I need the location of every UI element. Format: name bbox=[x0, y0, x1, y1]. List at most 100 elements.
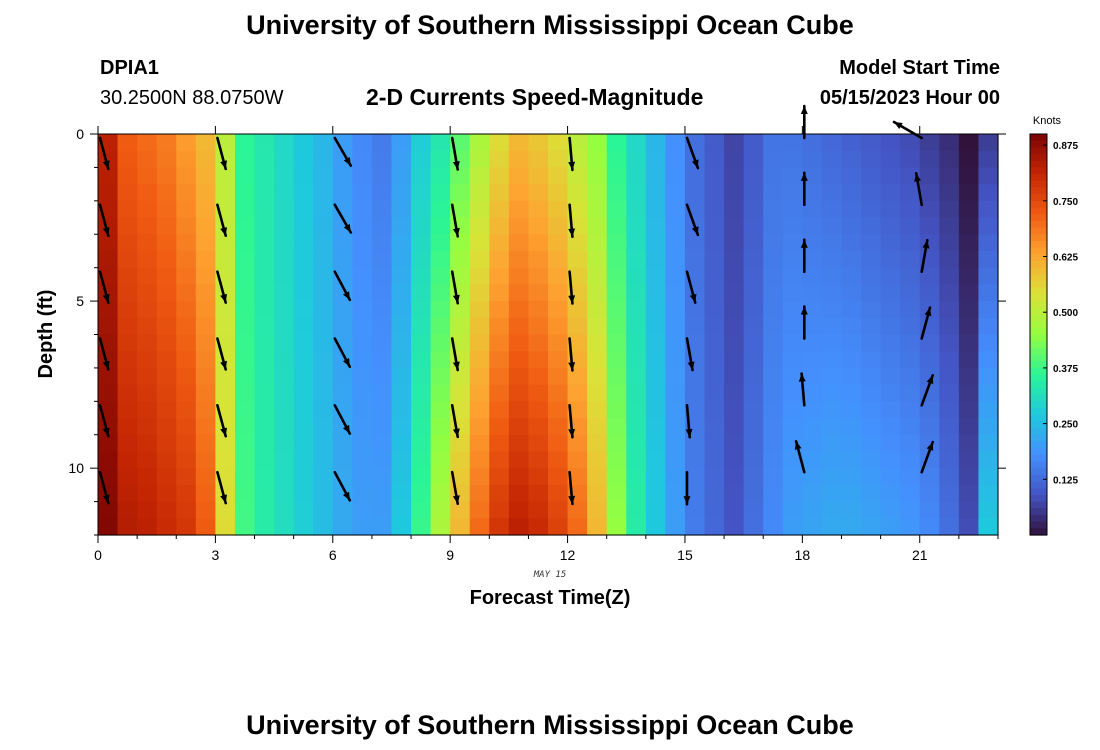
heatmap-cell bbox=[450, 134, 471, 152]
heatmap-cell bbox=[919, 468, 940, 486]
heatmap-cell bbox=[665, 334, 686, 352]
heatmap-cell bbox=[98, 434, 119, 453]
colorbar-segment bbox=[1030, 327, 1047, 336]
heatmap-cell bbox=[782, 317, 803, 336]
colorbar-segment bbox=[1030, 501, 1047, 509]
heatmap-cell bbox=[958, 284, 980, 302]
heatmap-cell bbox=[958, 401, 980, 419]
heatmap-cell bbox=[665, 367, 686, 386]
heatmap-cell bbox=[274, 284, 295, 302]
heatmap-cell bbox=[802, 250, 823, 269]
heatmap-cell bbox=[763, 468, 784, 486]
heatmap-cell bbox=[802, 284, 823, 302]
heatmap-cell bbox=[802, 367, 823, 386]
heatmap-cell bbox=[254, 217, 275, 235]
colorbar-title: Knots bbox=[1033, 115, 1062, 127]
heatmap-cell bbox=[137, 484, 158, 503]
heatmap-cell bbox=[195, 267, 216, 285]
heatmap-cell bbox=[724, 217, 745, 235]
heatmap-cell bbox=[567, 518, 588, 536]
heatmap-cell bbox=[352, 134, 373, 152]
heatmap-cell bbox=[645, 234, 666, 252]
heatmap-cell bbox=[293, 217, 314, 235]
colorbar-segment bbox=[1030, 194, 1047, 202]
heatmap-cell bbox=[880, 167, 901, 185]
heatmap-cell bbox=[98, 451, 119, 469]
heatmap-cell bbox=[137, 401, 158, 419]
heatmap-cell bbox=[587, 501, 608, 519]
model-start-value: 05/15/2023 Hour 00 bbox=[819, 87, 1000, 109]
heatmap-cell bbox=[176, 351, 197, 369]
heatmap-cell bbox=[626, 184, 647, 202]
heatmap-cell bbox=[293, 301, 314, 319]
heatmap-cell bbox=[254, 418, 275, 436]
heatmap-cell bbox=[684, 451, 706, 469]
heatmap-cell bbox=[939, 384, 960, 402]
heatmap-cell bbox=[606, 418, 627, 436]
heatmap-cell bbox=[645, 317, 666, 336]
heatmap-cell bbox=[254, 167, 275, 185]
heatmap-cell bbox=[626, 484, 647, 503]
heatmap-cell bbox=[567, 134, 588, 152]
x-tick-label: 12 bbox=[560, 547, 576, 563]
heatmap-cell bbox=[606, 234, 627, 252]
heatmap-cell bbox=[665, 418, 686, 436]
heatmap-cell bbox=[528, 484, 549, 503]
heatmap-cell bbox=[137, 367, 158, 386]
heatmap-cell bbox=[469, 267, 490, 285]
heatmap-cell bbox=[313, 301, 334, 319]
colorbar-segment bbox=[1030, 341, 1047, 349]
heatmap-cell bbox=[254, 367, 275, 386]
heatmap-cell bbox=[743, 367, 764, 386]
colorbar-segment bbox=[1030, 528, 1047, 536]
heatmap-cell bbox=[254, 234, 275, 252]
heatmap-cell bbox=[548, 150, 569, 169]
heatmap-cell bbox=[430, 167, 451, 185]
heatmap-cell bbox=[802, 501, 823, 519]
heatmap-cell bbox=[548, 301, 569, 319]
heatmap-cell bbox=[645, 518, 666, 536]
heatmap-cell bbox=[371, 401, 393, 419]
heatmap-cell bbox=[684, 384, 706, 402]
heatmap-cell bbox=[704, 501, 725, 519]
heatmap-cell bbox=[743, 267, 764, 285]
heatmap-cell bbox=[371, 501, 393, 519]
heatmap-cell bbox=[332, 317, 353, 336]
heatmap-cell bbox=[978, 301, 999, 319]
heatmap-cell bbox=[606, 250, 627, 269]
heatmap-cell bbox=[391, 351, 412, 369]
heatmap-cell bbox=[782, 451, 803, 469]
heatmap-cell bbox=[489, 167, 510, 185]
heatmap-cell bbox=[430, 184, 451, 202]
heatmap-cell bbox=[391, 284, 412, 302]
heatmap-cell bbox=[567, 451, 588, 469]
heatmap-cell bbox=[391, 384, 412, 402]
heatmap-cell bbox=[802, 401, 823, 419]
heatmap-cell bbox=[352, 401, 373, 419]
heatmap-cell bbox=[411, 351, 432, 369]
heatmap-cell bbox=[841, 451, 862, 469]
colorbar-segment bbox=[1030, 134, 1047, 142]
heatmap-cell bbox=[469, 451, 490, 469]
heatmap-cell bbox=[939, 200, 960, 219]
heatmap-cell bbox=[274, 451, 295, 469]
colorbar-segment bbox=[1030, 240, 1047, 249]
heatmap-cell bbox=[176, 267, 197, 285]
heatmap-cell bbox=[821, 184, 843, 202]
heatmap-cell bbox=[978, 367, 999, 386]
heatmap-cell bbox=[743, 518, 764, 536]
heatmap-cell bbox=[645, 301, 666, 319]
heatmap-cell bbox=[978, 401, 999, 419]
heatmap-cell bbox=[782, 518, 803, 536]
heatmap-cell bbox=[880, 150, 901, 169]
heatmap-cell bbox=[117, 384, 138, 402]
heatmap-cell bbox=[626, 501, 647, 519]
heatmap-cell bbox=[587, 301, 608, 319]
heatmap-cell bbox=[763, 434, 784, 453]
heatmap-cell bbox=[919, 351, 940, 369]
heatmap-cell bbox=[137, 418, 158, 436]
heatmap-cell bbox=[411, 200, 432, 219]
current-vector bbox=[450, 203, 460, 238]
heatmap-cell bbox=[704, 250, 725, 269]
heatmap-cell bbox=[195, 434, 216, 453]
